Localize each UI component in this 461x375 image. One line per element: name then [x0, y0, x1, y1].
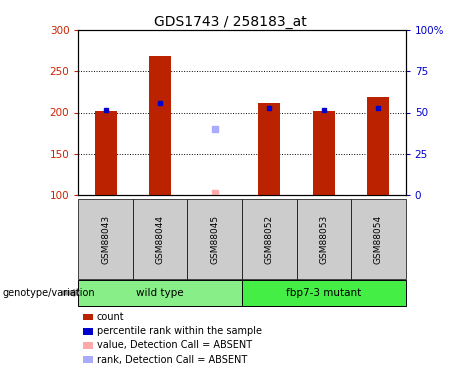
Text: GSM88044: GSM88044: [156, 214, 165, 264]
Text: GSM88054: GSM88054: [374, 214, 383, 264]
Text: GDS1743 / 258183_at: GDS1743 / 258183_at: [154, 15, 307, 29]
Text: GSM88043: GSM88043: [101, 214, 110, 264]
Bar: [149, 56, 171, 195]
Bar: [313, 111, 335, 195]
Text: GSM88052: GSM88052: [265, 214, 274, 264]
Text: GSM88053: GSM88053: [319, 214, 328, 264]
Text: value, Detection Call = ABSENT: value, Detection Call = ABSENT: [97, 340, 252, 350]
Bar: [95, 111, 117, 195]
Text: fbp7-3 mutant: fbp7-3 mutant: [286, 288, 361, 298]
Text: genotype/variation: genotype/variation: [2, 288, 95, 298]
Text: wild type: wild type: [136, 288, 184, 298]
Text: count: count: [97, 312, 124, 322]
Text: GSM88045: GSM88045: [210, 214, 219, 264]
Text: percentile rank within the sample: percentile rank within the sample: [97, 326, 262, 336]
Text: rank, Detection Call = ABSENT: rank, Detection Call = ABSENT: [97, 355, 247, 364]
Bar: [367, 97, 389, 195]
Bar: [258, 103, 280, 195]
